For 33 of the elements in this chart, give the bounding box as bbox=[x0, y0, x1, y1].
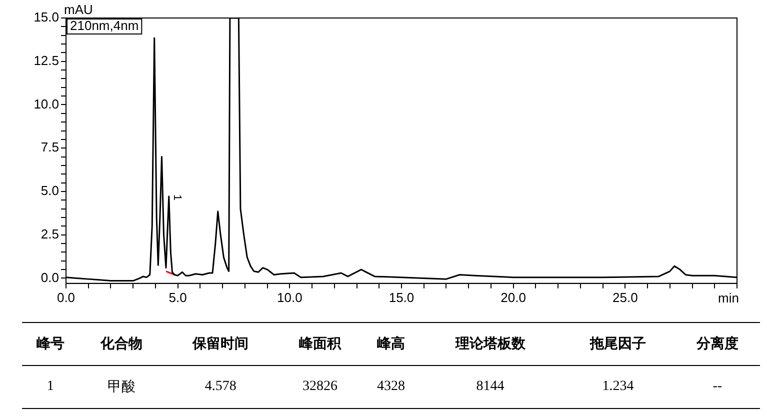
y-tick-label: 0.0 bbox=[40, 270, 59, 285]
y-tick-label: 7.5 bbox=[40, 140, 59, 155]
text: -- bbox=[674, 366, 760, 408]
x-tick-label: 20.0 bbox=[500, 290, 526, 305]
text: 峰高 bbox=[362, 322, 420, 366]
y-tick-label: 2.5 bbox=[40, 226, 59, 242]
text: 化合物 bbox=[78, 322, 164, 366]
x-tick-label: 5.0 bbox=[168, 290, 187, 305]
x-tick-label: 15.0 bbox=[388, 290, 414, 305]
x-tick-label: 0.0 bbox=[56, 290, 76, 305]
text: 峰号 bbox=[22, 322, 79, 366]
x-tick-label: 10.0 bbox=[277, 290, 302, 305]
text: 1 bbox=[22, 366, 79, 408]
text: 拖尾因子 bbox=[561, 322, 675, 366]
x-axis-title: min bbox=[718, 290, 739, 306]
y-tick-label: 12.5 bbox=[34, 52, 59, 68]
y-tick-label: 10.0 bbox=[34, 96, 59, 112]
y-tick-label: 15.0 bbox=[34, 10, 59, 25]
text: 4.578 bbox=[164, 366, 278, 408]
y-axis-title: mAU bbox=[64, 2, 93, 18]
text: 分离度 bbox=[674, 322, 760, 366]
x-tick-label: 25.0 bbox=[612, 290, 638, 305]
annotation: 1 bbox=[170, 194, 183, 200]
text: 8144 bbox=[419, 366, 562, 408]
annotation: 210nm,4nm bbox=[70, 18, 139, 34]
text: 4328 bbox=[362, 366, 420, 408]
text: 理论塔板数 bbox=[419, 322, 562, 366]
text: 32826 bbox=[277, 366, 363, 408]
text: 峰面积 bbox=[277, 322, 363, 366]
text: 保留时间 bbox=[164, 322, 278, 366]
text: 甲酸 bbox=[78, 366, 164, 408]
y-tick-label: 5.0 bbox=[40, 183, 59, 198]
text: 1.234 bbox=[561, 366, 675, 408]
